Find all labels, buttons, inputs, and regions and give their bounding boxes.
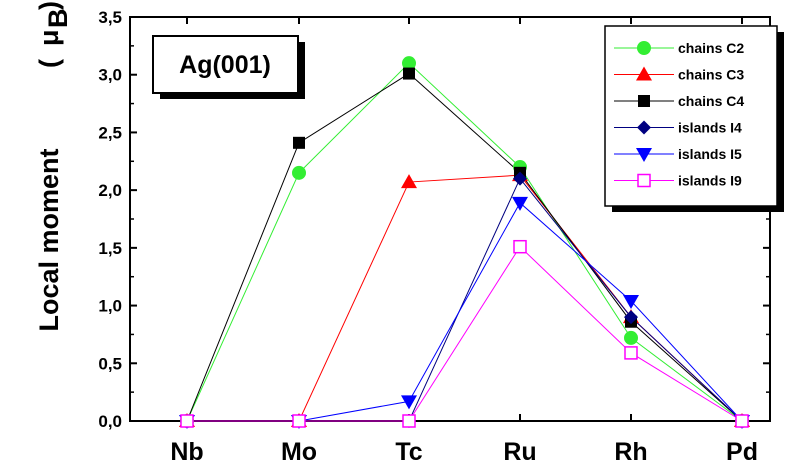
x-tick-label: Nb xyxy=(170,438,203,466)
series-4-point xyxy=(512,196,528,211)
series-4-point xyxy=(401,395,417,410)
y-axis-unit: ( μ B ) xyxy=(34,1,73,68)
legend-marker-2 xyxy=(638,95,650,107)
series-2-point xyxy=(293,136,305,149)
y-axis-label: Local moment xyxy=(34,148,64,331)
series-5-point xyxy=(292,414,306,428)
series-3-point xyxy=(624,310,638,325)
legend-marker-0 xyxy=(637,41,651,55)
y-tick-label: 0,0 xyxy=(98,412,122,431)
title-box: Ag(001) xyxy=(152,35,305,99)
legend-label-5: islands I9 xyxy=(678,173,742,189)
y-tick-label: 0,5 xyxy=(98,354,122,373)
legend-label-2: chains C4 xyxy=(678,93,744,109)
x-tick-label: Pd xyxy=(726,438,758,466)
legend-label-0: chains C2 xyxy=(678,40,744,56)
series-5-point xyxy=(735,414,749,428)
series-line-5 xyxy=(187,245,743,422)
series-3-point xyxy=(513,171,527,186)
series-lines xyxy=(186,62,743,422)
y-tick-label: 3,5 xyxy=(98,8,122,27)
series-0-point xyxy=(402,56,416,71)
series-line-0 xyxy=(186,62,743,422)
series-5-point xyxy=(180,414,194,428)
series-5-point xyxy=(624,346,638,360)
series-0-point xyxy=(292,165,306,180)
x-tick-label: Rh xyxy=(614,438,647,466)
legend-marker-5 xyxy=(637,173,651,188)
legend-label-4: islands I5 xyxy=(678,146,742,162)
y-tick-label: 3,0 xyxy=(98,66,122,85)
x-tick-label: Mo xyxy=(281,438,317,466)
series-5-point xyxy=(402,414,416,428)
series-line-2 xyxy=(186,72,743,422)
y-tick-label: 2,5 xyxy=(98,123,122,142)
y-tick-label: 2,0 xyxy=(98,181,122,200)
series-line-1 xyxy=(187,174,743,422)
y-tick-label: 1,5 xyxy=(98,239,122,258)
y-axis-unit-mu: μ xyxy=(34,29,64,46)
x-tick-label: Ru xyxy=(503,438,536,466)
legend-marker-4 xyxy=(636,148,652,162)
legend-marker-3 xyxy=(637,120,651,135)
x-tick-label: Tc xyxy=(395,438,422,466)
series-2-point xyxy=(403,67,415,80)
legend-frame xyxy=(604,25,778,207)
legend-marker-1 xyxy=(636,66,652,81)
series-markers xyxy=(179,56,750,429)
y-tick-label: 1,0 xyxy=(98,297,122,316)
series-5-point xyxy=(513,239,527,254)
chart-title: Ag(001) xyxy=(179,51,271,79)
series-1-point xyxy=(401,174,417,189)
y-axis-unit-subscript: B xyxy=(43,9,73,29)
y-axis-unit-paren-close: ) xyxy=(34,1,64,10)
legend-items: chains C2 chains C3 chains C4 islands I4 isl… xyxy=(614,40,744,189)
legend: chains C2 chains C3 chains C4 islands I4 isl… xyxy=(604,25,784,212)
series-0-point xyxy=(624,330,638,345)
legend-label-1: chains C3 xyxy=(678,67,744,83)
series-4-point xyxy=(623,294,639,309)
y-axis-ticks: 0,0 0,5 1,0 1,5 2,0 2,5 3,0 3,5 xyxy=(98,8,770,431)
legend-label-3: islands I4 xyxy=(678,120,742,136)
y-axis-unit-paren-open: ( xyxy=(34,59,64,68)
title-box-frame xyxy=(152,35,299,94)
x-axis-ticks: Nb Mo Tc Ru Rh Pd xyxy=(170,17,758,466)
